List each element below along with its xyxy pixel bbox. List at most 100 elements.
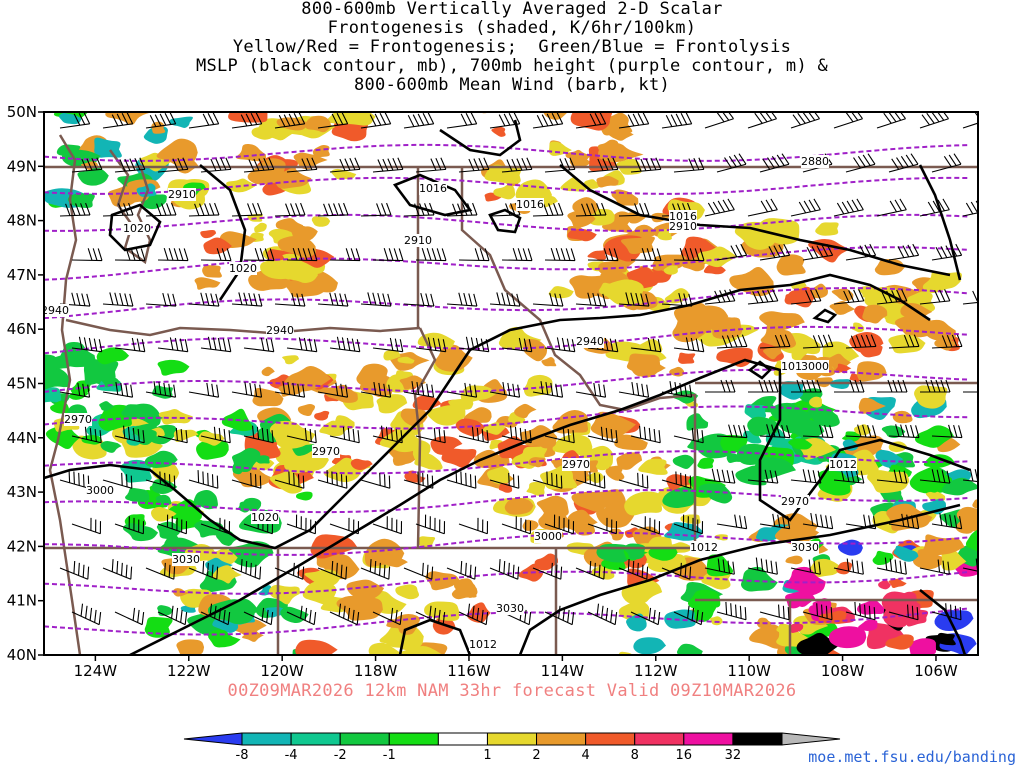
frontogenesis-cell (633, 637, 667, 655)
frontogenesis-cell (487, 466, 511, 485)
frontogenesis-cell (295, 491, 313, 501)
frontogenesis-cell (228, 112, 268, 123)
label-bg (229, 262, 257, 275)
mslp-contour (199, 164, 247, 301)
frontogenesis-cell (59, 113, 82, 125)
wind-barb (145, 471, 176, 489)
mslp-contour (918, 164, 962, 281)
frontogenesis-cell (823, 342, 841, 353)
wind-barb (157, 247, 189, 262)
wind-barb (59, 470, 90, 489)
frontogenesis-cell (716, 347, 753, 368)
wind-barb (274, 471, 305, 489)
wind-barb (790, 289, 822, 305)
mslp-label: 1012 (829, 458, 857, 471)
wind-barb (931, 512, 963, 530)
wind-barb (102, 112, 134, 129)
wind-barb (845, 601, 876, 621)
wind-barb (489, 382, 521, 398)
wind-barb (446, 382, 478, 398)
frontogenesis-cell (523, 374, 553, 397)
wind-barb (200, 426, 231, 444)
wind-barb (102, 559, 133, 580)
wind-barb (802, 603, 833, 621)
frontogenesis-cell (571, 491, 620, 512)
frontogenesis-cell (211, 565, 242, 584)
wind-barb (446, 560, 477, 580)
wind-barb (704, 112, 734, 129)
frontogenesis-cell (875, 449, 904, 468)
frontogenesis-cell (596, 175, 619, 188)
frontogenesis-cell (327, 112, 376, 126)
wind-barb (845, 424, 877, 439)
frontogenesis-cell (151, 121, 166, 134)
frontogenesis-cell (579, 445, 614, 471)
label-bg (534, 530, 562, 543)
wind-barb (920, 379, 951, 393)
frontogenesis-cell (152, 195, 167, 202)
height-label: 3000 (86, 484, 114, 497)
frontogenesis-cell (150, 506, 177, 522)
wind-barb (748, 379, 779, 393)
frontogenesis-cell (484, 164, 522, 184)
coastline (48, 134, 82, 655)
lon-tick-label: 108W (821, 662, 865, 680)
lat-tick-label: 48N (7, 212, 37, 230)
height-label: 2880 (801, 155, 829, 168)
wind-barb (274, 381, 306, 398)
wind-barb (661, 293, 693, 307)
frontogenesis-cell (611, 189, 639, 206)
wind-barb (845, 514, 877, 530)
mslp-label: 1020 (123, 222, 151, 235)
height-contour (44, 405, 969, 430)
wind-barb (458, 248, 490, 262)
height-label: 2910 (168, 188, 196, 201)
frontogenesis-cell (881, 591, 921, 619)
frontogenesis-cell (677, 352, 696, 364)
frontogenesis-cell (536, 495, 569, 518)
wind-barb (747, 289, 779, 305)
frontogenesis-cell (312, 145, 330, 158)
wind-barb (372, 337, 404, 353)
wind-barb (759, 604, 790, 621)
height-label: 2970 (562, 458, 590, 471)
mslp-contour (398, 618, 472, 655)
height-contour (44, 287, 969, 320)
frontogenesis-cell (760, 325, 797, 349)
wind-barb (360, 202, 392, 217)
label-bg (669, 210, 697, 223)
frontogenesis-cell (598, 142, 644, 163)
frontogenesis-cell (809, 396, 823, 408)
wind-barb (931, 334, 963, 349)
source-credit: moe.met.fsu.edu/banding (808, 748, 1016, 766)
wind-barb (888, 243, 920, 261)
wind-barb (919, 289, 951, 305)
wind-barb (317, 292, 349, 307)
wind-barb (274, 202, 306, 217)
wind-barb (415, 157, 447, 173)
wind-barb (833, 198, 864, 217)
label-bg (168, 188, 196, 201)
wind-barb (876, 112, 906, 129)
label-bg (404, 234, 432, 247)
lat-tick-label: 49N (7, 157, 37, 175)
frontogenesis-cell (621, 579, 663, 605)
mslp-label: 1016 (669, 210, 697, 223)
wind-barb (59, 202, 91, 217)
frontogenesis-cell (268, 584, 300, 605)
wind-barb (888, 604, 919, 621)
label-bg (312, 445, 340, 458)
frontogenesis-cell (305, 115, 331, 133)
wind-barb (489, 559, 520, 580)
wind-barb (286, 427, 317, 444)
wind-barb (532, 112, 564, 129)
wind-barb (790, 469, 822, 484)
frontogenesis-cell (226, 178, 258, 193)
title-line-2: Frontogenesis (shaded, K/6hr/100km) (327, 18, 697, 38)
wind-barb (876, 289, 908, 305)
frontogenesis-cell (311, 216, 331, 227)
wind-barb (931, 424, 963, 439)
wind-barb (329, 248, 361, 262)
wind-barb (415, 427, 446, 444)
wind-barb (157, 605, 188, 626)
